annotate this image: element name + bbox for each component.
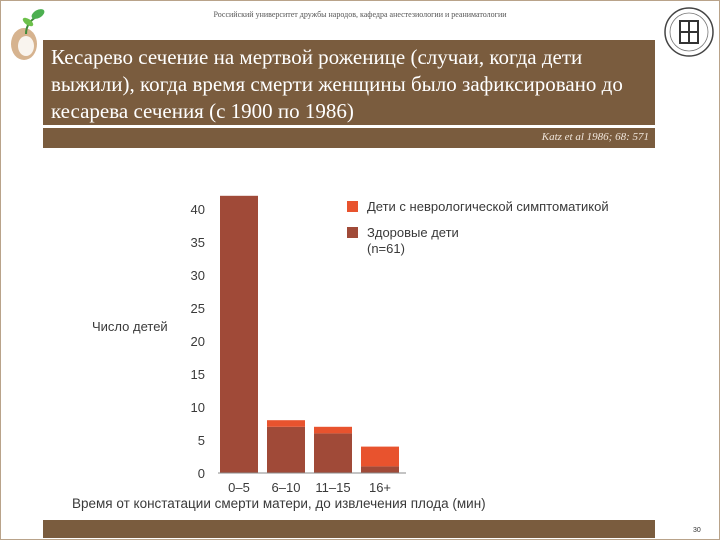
x-tick-label: 16+ xyxy=(369,480,391,495)
legend-label-healthy: Здоровые дети xyxy=(367,225,459,240)
bar-segment-healthy xyxy=(267,426,305,473)
bar-segment-healthy xyxy=(314,433,352,473)
y-tick-label: 30 xyxy=(191,268,205,283)
legend-label-healthy-n: (n=61) xyxy=(367,241,405,256)
bar-segment-healthy xyxy=(220,195,258,474)
university-emblem-icon xyxy=(664,7,714,57)
y-tick-label: 10 xyxy=(191,400,205,415)
bar-segment-neuro xyxy=(267,420,305,427)
citation: Katz et al 1986; 68: 571 xyxy=(541,131,649,143)
y-tick-label: 5 xyxy=(198,433,205,448)
page-number: 30 xyxy=(693,527,701,534)
y-axis-label: Число детей xyxy=(92,319,168,334)
institution-header: Российский университет дружбы народов, к… xyxy=(213,10,507,19)
citation-bar: Katz et al 1986; 68: 571 xyxy=(43,128,655,148)
y-tick-label: 0 xyxy=(198,466,205,481)
legend-swatch-healthy xyxy=(347,227,358,238)
slide-title-box: Кесарево сечение на мертвой роженице (сл… xyxy=(43,40,655,125)
y-tick-label: 40 xyxy=(191,202,205,217)
x-axis-label: Время от констатации смерти матери, до и… xyxy=(72,496,486,511)
sprout-logo-icon xyxy=(11,9,45,60)
x-tick-label: 6–10 xyxy=(272,480,301,495)
x-tick-label: 11–15 xyxy=(315,480,350,495)
bar-segment-neuro xyxy=(314,426,352,434)
x-tick-label: 0–5 xyxy=(228,480,250,495)
y-tick-label: 35 xyxy=(191,235,205,250)
bar-segment-healthy xyxy=(361,466,399,473)
y-tick-label: 25 xyxy=(191,301,205,316)
slide-title: Кесарево сечение на мертвой роженице (сл… xyxy=(51,45,623,123)
legend-swatch-neuro xyxy=(347,201,358,212)
footer-bar xyxy=(43,520,655,538)
legend-label-neuro: Дети с неврологической симптоматикой xyxy=(367,199,609,214)
y-tick-label: 15 xyxy=(191,367,205,382)
bar-segment-neuro xyxy=(361,446,399,467)
y-tick-label: 20 xyxy=(191,334,205,349)
